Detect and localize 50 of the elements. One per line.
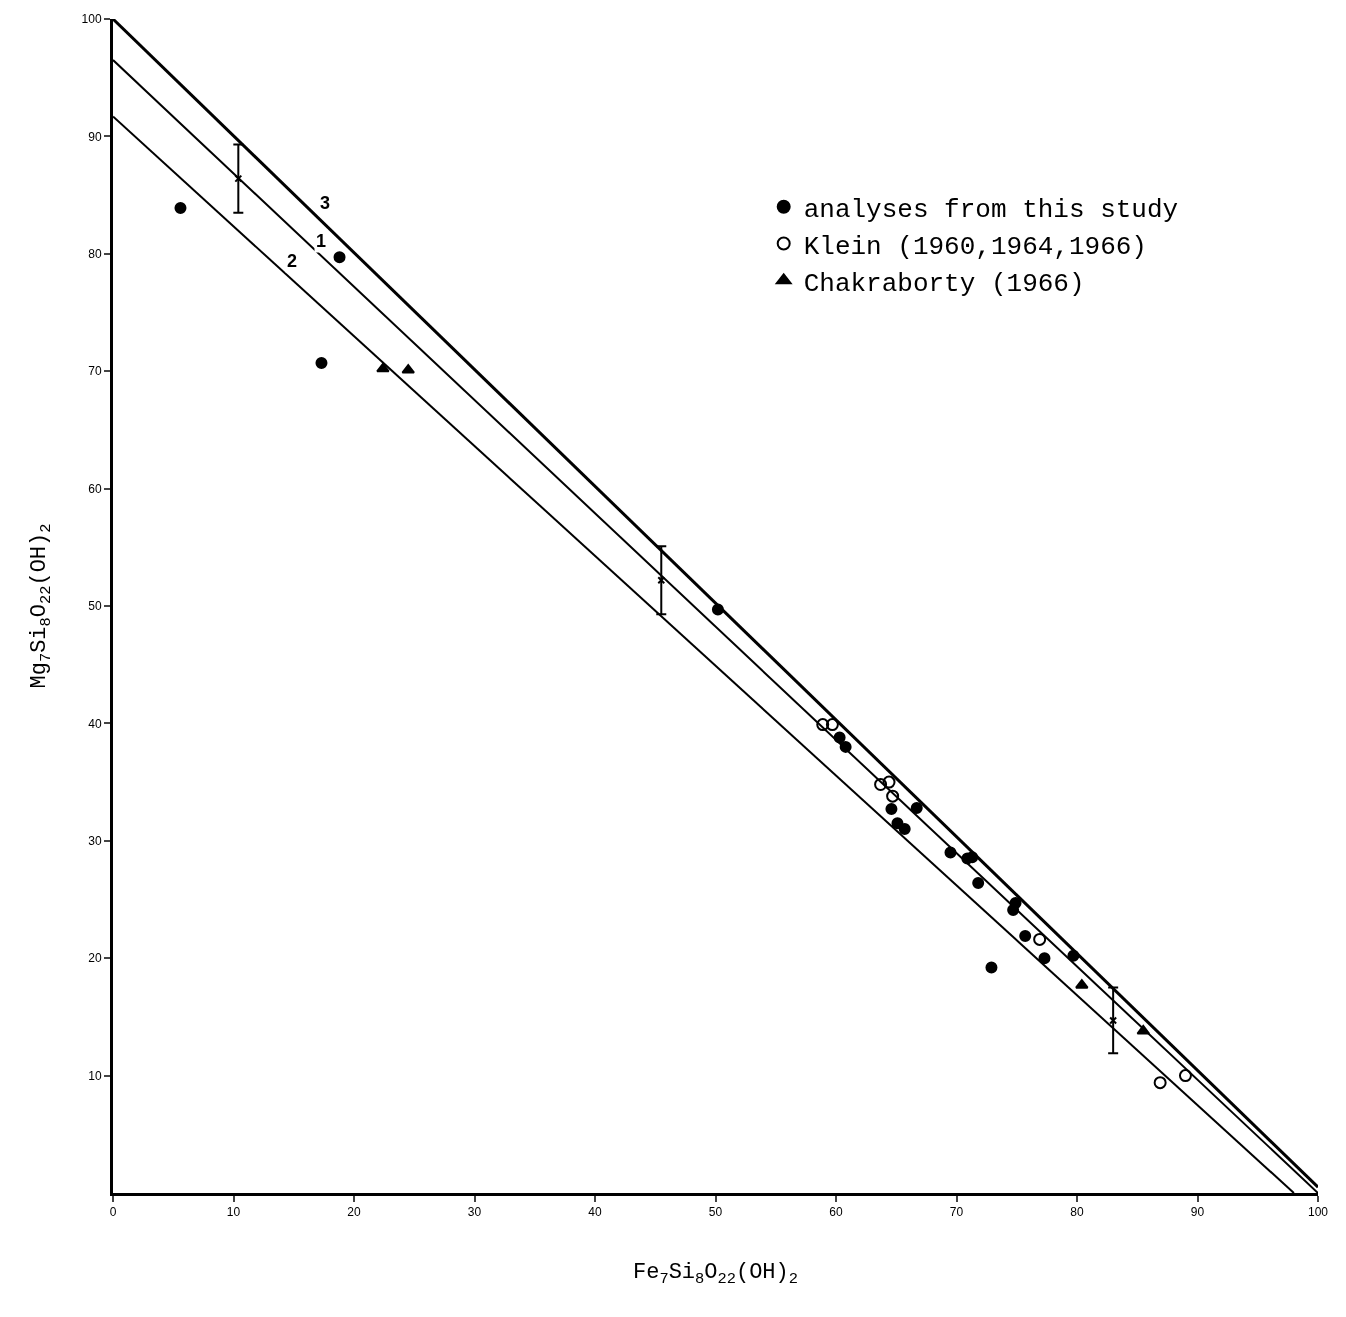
point [401, 364, 415, 374]
y-tick-label: 30 [88, 834, 102, 848]
point [972, 877, 985, 890]
y-tick-label: 90 [88, 129, 102, 144]
legend-label: Klein (1960,1964,1966) [803, 231, 1147, 262]
x-tick-label: 70 [949, 1205, 964, 1220]
point [874, 777, 888, 791]
x-tick-label: 0 [109, 1205, 117, 1220]
x-tick-label: 80 [1070, 1205, 1084, 1220]
y-tick-label: 10 [88, 1068, 102, 1083]
x-tick-label: 10 [226, 1205, 241, 1220]
annotation: 3 [320, 193, 331, 213]
point [333, 251, 346, 264]
point [825, 718, 839, 732]
point [315, 356, 328, 369]
x-tick-label: 90 [1190, 1205, 1205, 1220]
point [1033, 932, 1047, 946]
y-tick-label: 20 [88, 951, 102, 966]
y-tick-label: 40 [88, 716, 102, 731]
x-tick-label: 50 [708, 1205, 723, 1220]
point [910, 801, 923, 814]
point [1075, 979, 1089, 989]
y-tick-label: 60 [88, 481, 102, 496]
point [174, 202, 187, 215]
point [886, 789, 900, 803]
x-tick-label: 40 [588, 1205, 602, 1220]
annotation: 2 [287, 251, 298, 271]
point [885, 803, 898, 816]
legend-label: analyses from this study [803, 194, 1179, 225]
point [1178, 1069, 1192, 1083]
y-tick-label: 100 [81, 12, 102, 27]
x-tick-label: 20 [347, 1205, 361, 1220]
point [816, 718, 830, 732]
x-axis-title: Fe$_{7}$Si$_{8}$O$_{22}$(OH)$_{2}$ [632, 1260, 799, 1288]
point [898, 823, 911, 836]
x-tick-label: 60 [829, 1205, 843, 1220]
x-tick-label: 30 [467, 1205, 482, 1220]
point [882, 775, 896, 789]
point [1153, 1076, 1167, 1090]
annotation: 1 [316, 231, 327, 251]
legend-label: Chakraborty (1966) [803, 268, 1085, 299]
y-tick-label: 70 [88, 364, 102, 379]
y-tick-label: 80 [88, 247, 102, 261]
point [234, 174, 243, 183]
y-tick-label: 50 [88, 599, 102, 614]
point [1019, 929, 1032, 942]
x-tick-label: 100 [1307, 1205, 1329, 1220]
point [376, 362, 390, 373]
point [985, 961, 998, 974]
point [1038, 952, 1051, 965]
